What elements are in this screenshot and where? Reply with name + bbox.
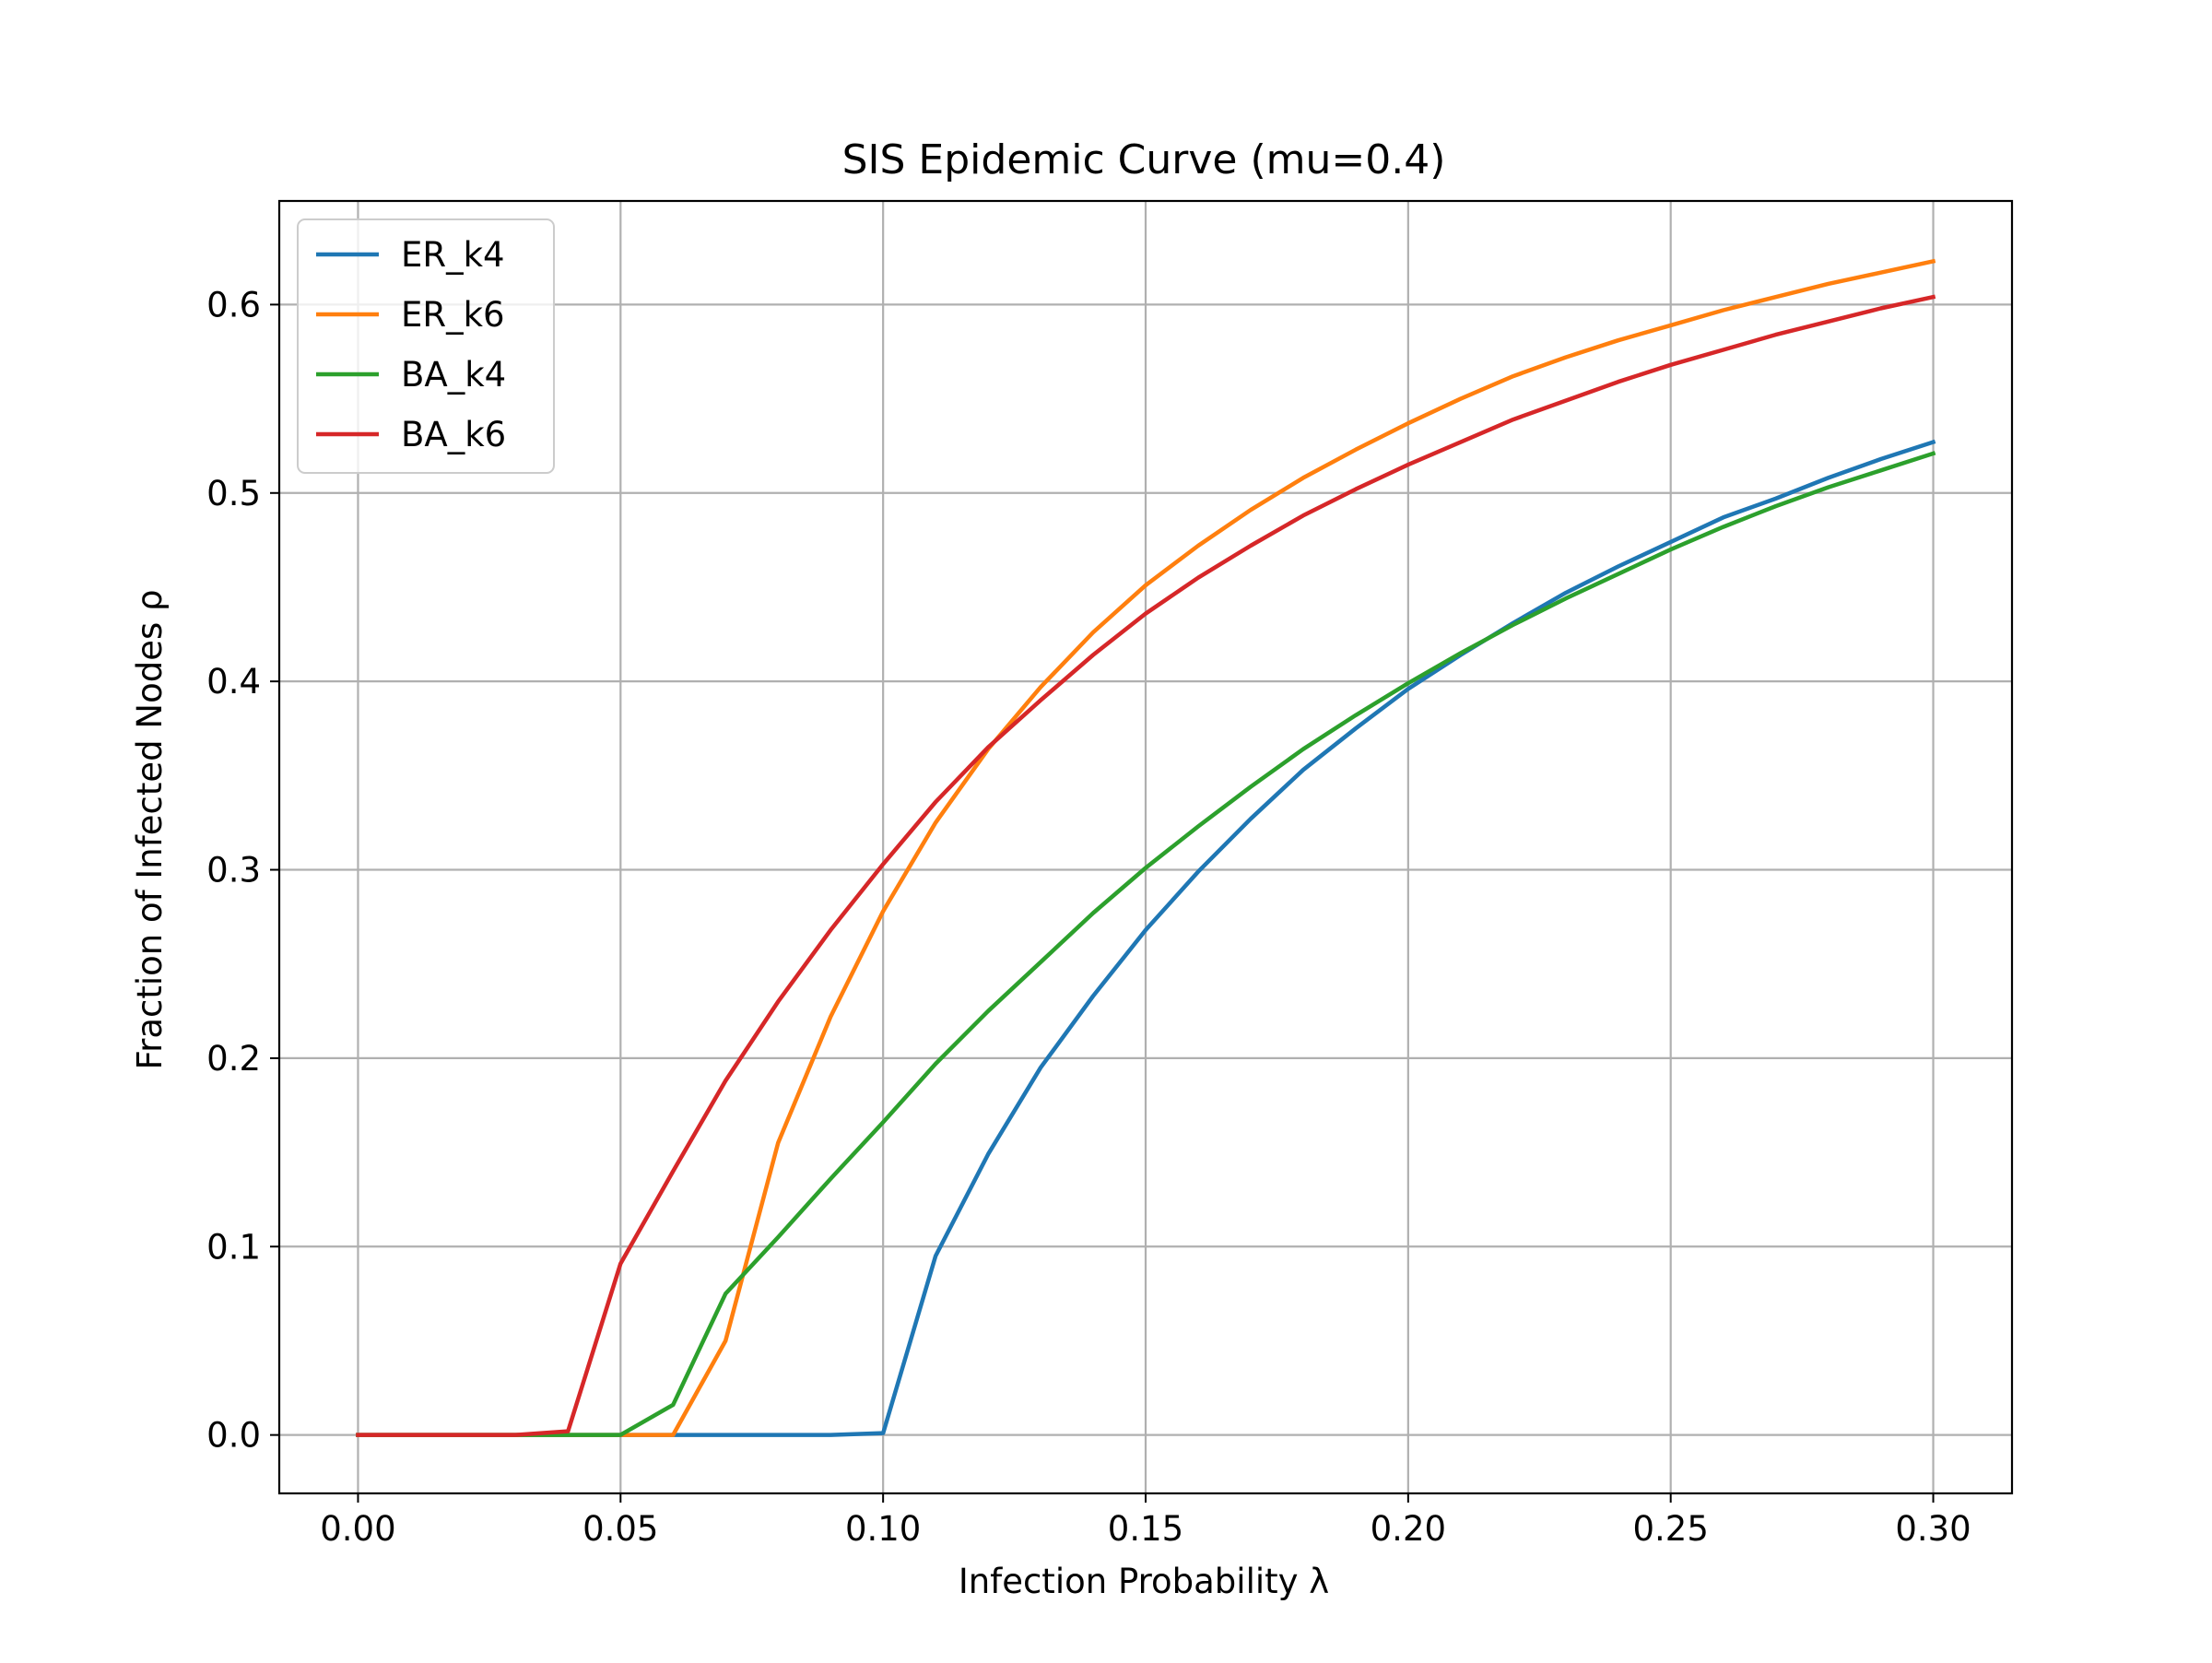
y-axis-ticks: 0.0 0.1 0.2 0.3 0.4 0.5 0.6 — [206, 285, 279, 1456]
legend-label-ba-k6: BA_k6 — [401, 415, 506, 454]
legend-box — [297, 218, 555, 474]
y-tick-label: 0.0 — [206, 1416, 261, 1456]
y-tick-label: 0.5 — [206, 474, 261, 513]
series-line-ba-k6 — [356, 294, 1936, 1437]
legend-label-er-k4: ER_k4 — [401, 235, 505, 275]
x-tick-label: 0.10 — [845, 1509, 921, 1549]
x-tick-label: 0.15 — [1108, 1509, 1183, 1549]
x-tick-label: 0.30 — [1895, 1509, 1971, 1549]
x-tick-label: 0.25 — [1633, 1509, 1709, 1549]
y-tick-label: 0.2 — [206, 1039, 261, 1079]
x-tick-label: 0.00 — [320, 1509, 395, 1549]
legend-items: ER_k4 ER_k6 BA_k4 BA_k6 — [316, 235, 506, 454]
y-tick-label: 0.3 — [206, 851, 261, 890]
series-line-ba-k4 — [356, 451, 1936, 1437]
y-tick-label: 0.4 — [206, 662, 261, 702]
y-tick-label: 0.1 — [206, 1227, 261, 1267]
legend-label-ba-k4: BA_k4 — [401, 355, 506, 395]
series-lines — [356, 258, 1936, 1437]
y-tick-label: 0.6 — [206, 285, 261, 324]
chart-title: SIS Epidemic Curve (mu=0.4) — [842, 136, 1446, 183]
y-axis-label: Fraction of Infected Nodes ρ — [130, 590, 170, 1070]
legend: ER_k4 ER_k6 BA_k4 BA_k6 — [297, 218, 555, 474]
x-tick-label: 0.20 — [1371, 1509, 1446, 1549]
x-tick-label: 0.05 — [582, 1509, 658, 1549]
legend-label-er-k6: ER_k6 — [401, 295, 505, 335]
x-axis-ticks: 0.00 0.05 0.10 0.15 0.20 0.25 0.30 — [320, 1493, 1971, 1549]
x-axis-label: Infection Probability λ — [959, 1562, 1329, 1601]
